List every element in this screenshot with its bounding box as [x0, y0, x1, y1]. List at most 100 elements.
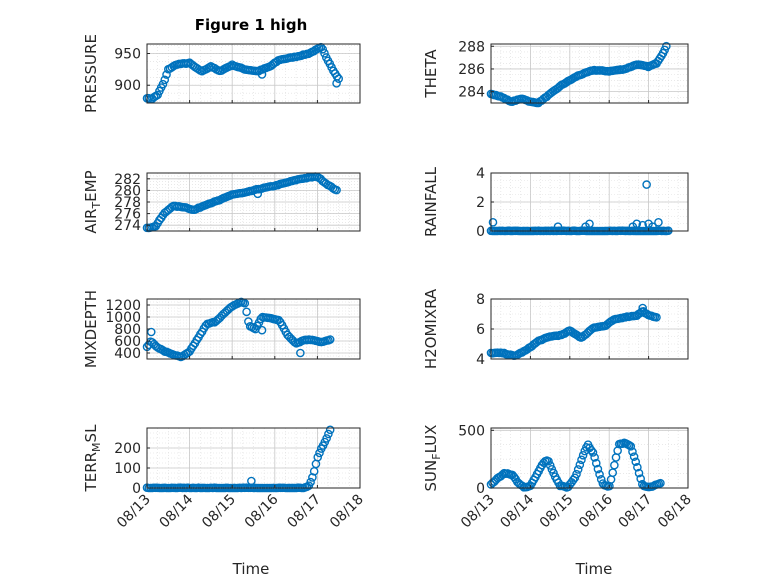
- y-tick-label: 274: [114, 218, 141, 234]
- data-point: [572, 469, 581, 479]
- axes-box: [490, 427, 689, 489]
- y-tick-label: 4: [476, 352, 485, 368]
- data-point: [322, 434, 331, 443]
- data-point: [544, 456, 553, 466]
- y-axis-label: SUNFLUX: [422, 425, 443, 492]
- data-point: [318, 44, 328, 54]
- data-point: [587, 446, 596, 455]
- y-tick-label: 400: [114, 346, 141, 362]
- data-point: [629, 452, 639, 461]
- subplot-h2omixra: 4 6 8 H2OMIXRA: [422, 288, 689, 369]
- data-point: [656, 478, 665, 488]
- y-axis-label: THETA: [422, 49, 440, 99]
- data-point: [638, 220, 647, 230]
- axes-box: [490, 43, 689, 104]
- y-tick-label: 0: [476, 224, 485, 240]
- data-point: [575, 460, 585, 470]
- x-axis-label-left: Time: [232, 560, 270, 578]
- y-tick-label: 0: [476, 481, 485, 497]
- y-tick-label: 600: [114, 334, 141, 350]
- data-point: [633, 462, 642, 472]
- data-point: [553, 222, 563, 231]
- data-point: [296, 348, 305, 358]
- y-tick-label: 800: [114, 322, 141, 338]
- x-axis-label-right: Time: [575, 560, 613, 578]
- data-point: [578, 450, 588, 460]
- data-point: [573, 465, 583, 474]
- y-tick-label: 1200: [105, 298, 141, 314]
- y-tick-label: 276: [114, 207, 141, 223]
- data-point: [313, 452, 323, 462]
- data-point: [610, 460, 619, 470]
- y-tick-label: 900: [114, 78, 141, 94]
- data-point: [662, 41, 671, 51]
- subplot-rainfall: 0 2 4 RAINFALL: [422, 166, 689, 240]
- y-tick-label: 8: [476, 292, 485, 308]
- y-tick-label: 284: [458, 85, 485, 101]
- data-point: [585, 219, 594, 229]
- y-tick-label: 100: [114, 461, 141, 477]
- data-point: [588, 448, 598, 457]
- y-tick-label: 1000: [105, 310, 141, 326]
- y-tick-label: 950: [114, 47, 141, 63]
- data-point: [631, 457, 641, 467]
- data-point: [325, 425, 335, 435]
- y-tick-label: 278: [114, 195, 141, 211]
- data-point: [488, 217, 498, 227]
- data-point: [324, 429, 333, 439]
- y-axis-label: RAINFALL: [422, 166, 440, 237]
- y-tick-label: 286: [458, 62, 485, 78]
- data-point: [146, 327, 156, 337]
- data-point: [632, 219, 642, 229]
- data-point: [257, 70, 267, 79]
- y-tick-label: 2: [476, 195, 485, 211]
- data-point: [634, 468, 644, 478]
- y-axis-label: MIXDEPTH: [82, 290, 100, 368]
- y-axis-label: AIRTEMP: [82, 170, 103, 233]
- data-point: [160, 75, 170, 85]
- data-point: [162, 70, 171, 79]
- y-axis-label: TERRMSL: [82, 424, 103, 493]
- data-point: [642, 180, 651, 189]
- data-point: [593, 464, 603, 474]
- data-point: [320, 49, 329, 58]
- data-point: [240, 298, 250, 308]
- data-point: [595, 470, 604, 479]
- y-axis-label: PRESSURE: [82, 34, 100, 113]
- data-point: [590, 453, 599, 462]
- y-axis-label: H2OMIXRA: [422, 288, 440, 369]
- data-point: [242, 307, 251, 317]
- data-point: [334, 74, 344, 84]
- data-point: [652, 313, 661, 322]
- y-tick-label: 280: [114, 183, 141, 199]
- data-point: [308, 473, 317, 482]
- y-tick-label: 282: [114, 172, 141, 188]
- subplot-theta: 284 286 288 THETA: [422, 39, 689, 108]
- axes-box: [146, 43, 361, 104]
- data-point: [638, 303, 647, 313]
- data-point: [628, 447, 637, 456]
- y-tick-label: 500: [458, 423, 485, 439]
- data-point: [325, 335, 335, 344]
- data-point: [257, 325, 267, 335]
- y-tick-label: 200: [114, 441, 141, 457]
- figure-title: Figure 1 high: [195, 16, 308, 34]
- data-point: [332, 185, 341, 195]
- y-tick-label: 288: [458, 39, 485, 55]
- data-point: [306, 477, 315, 487]
- data-point: [648, 222, 657, 231]
- data-point: [247, 476, 256, 486]
- data-point: [158, 79, 168, 89]
- data-point: [315, 448, 324, 458]
- subplot-pressure: 900 950 PRESSURE: [82, 34, 361, 113]
- data-point: [624, 440, 634, 450]
- data-point: [332, 79, 341, 88]
- data-point: [654, 217, 663, 227]
- data-point: [636, 474, 645, 484]
- y-tick-label: 6: [476, 322, 485, 338]
- data-point: [626, 441, 636, 451]
